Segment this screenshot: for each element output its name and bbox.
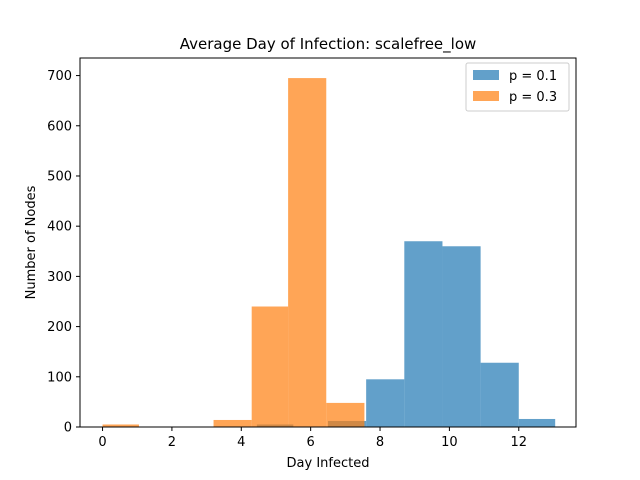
y-tick-label: 200	[47, 320, 72, 335]
chart-title: Average Day of Infection: scalefree_low	[180, 35, 477, 54]
legend: p = 0.1 p = 0.3	[465, 62, 570, 112]
legend-label: p = 0.3	[509, 90, 557, 105]
x-tick-label: 10	[441, 435, 458, 450]
legend-swatch	[473, 91, 499, 101]
legend-swatch	[473, 70, 499, 80]
bar-series1-bin6	[480, 362, 519, 427]
x-axis-label: Day Infected	[287, 456, 370, 471]
bar-series2-bin2	[213, 419, 252, 427]
bar-series1-bin4	[404, 241, 443, 427]
bars-group	[102, 78, 556, 427]
bar-series1-bin7	[518, 418, 556, 427]
y-tick-label: 700	[47, 69, 72, 84]
x-tick-label: 12	[510, 435, 527, 450]
bar-series2-bin3	[251, 306, 289, 427]
y-tick-label: 500	[47, 169, 72, 184]
y-tick-label: 400	[47, 220, 72, 235]
bar-series2-bin4	[288, 78, 327, 427]
y-axis: 0 100 200 300 400 500 600 700	[47, 69, 80, 436]
legend-label: p = 0.1	[509, 69, 557, 84]
plot-frame	[79, 57, 577, 428]
bar-series1-bin5	[442, 246, 481, 427]
y-tick-label: 100	[47, 370, 72, 385]
x-tick-label: 8	[376, 435, 384, 450]
x-tick-label: 0	[98, 435, 106, 450]
bar-series2-bin5	[326, 402, 365, 427]
y-tick-label: 300	[47, 270, 72, 285]
bar-series1-bin3	[366, 379, 405, 427]
x-tick-label: 2	[168, 435, 176, 450]
x-axis: 0 2 4 6 8 10 12	[98, 427, 527, 450]
bar-series2-bin1	[102, 424, 139, 427]
x-tick-label: 6	[307, 435, 315, 450]
y-tick-label: 0	[64, 421, 72, 436]
y-axis-label: Number of Nodes	[24, 185, 39, 299]
x-tick-label: 4	[237, 435, 245, 450]
y-tick-label: 600	[47, 119, 72, 134]
